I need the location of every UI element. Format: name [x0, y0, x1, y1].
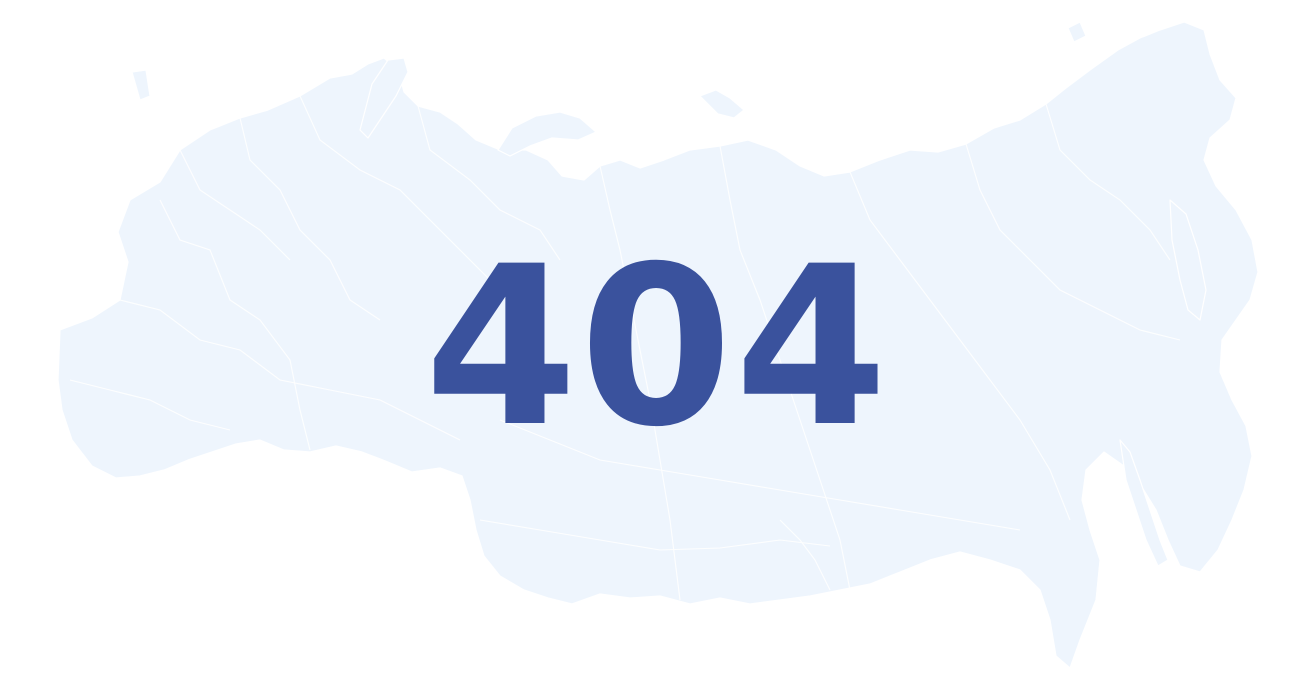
map-island-arctic: [497, 111, 597, 157]
map-island-kamchatka: [1169, 199, 1207, 321]
map-island-sakhalin: [1119, 439, 1169, 567]
error-code: 404: [424, 219, 890, 475]
map-region-borders: [69, 95, 1181, 601]
map-island-siberia: [699, 89, 745, 119]
map-island-wrangel: [1067, 21, 1087, 43]
map-mainland: [57, 21, 1259, 669]
map-island-north: [359, 57, 409, 139]
